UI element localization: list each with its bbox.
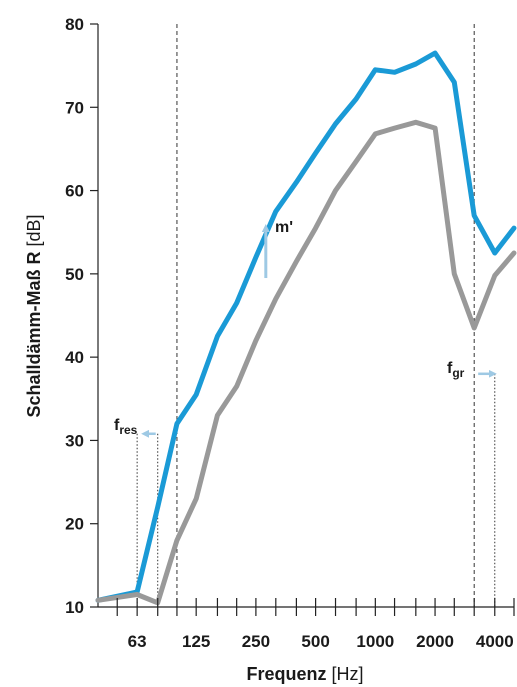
x-tick-label-63: 63: [128, 632, 147, 651]
y-tick-label-50: 50: [65, 265, 84, 284]
x-tick-label-500: 500: [301, 632, 329, 651]
y-tick-label-30: 30: [65, 431, 84, 450]
y-tick-label-20: 20: [65, 515, 84, 534]
x-axis-ticks: 63 125 250 500 1000 2000 4000: [116, 598, 515, 651]
x-axis-title: Frequenz [Hz]: [246, 664, 363, 684]
series-line-0: [95, 50, 517, 603]
series-line-1: [95, 119, 517, 606]
x-tick-label-4000: 4000: [476, 632, 514, 651]
annotation-mprime: m': [275, 219, 293, 236]
y-axis-title: Schalldämm-Maß R [dB]: [24, 214, 44, 417]
annotation-fgr: fgr: [447, 360, 465, 380]
y-tick-label-70: 70: [65, 98, 84, 117]
y-tick-label-60: 60: [65, 182, 84, 201]
annotations: [141, 224, 497, 438]
y-tick-label-10: 10: [65, 598, 84, 617]
y-axis-ticks: 10 20 30 40 50 60 70 80: [65, 15, 98, 617]
x-tick-label-2000: 2000: [416, 632, 454, 651]
plot-frame: [97, 24, 514, 608]
x-tick-label-250: 250: [242, 632, 270, 651]
x-tick-label-1000: 1000: [356, 632, 394, 651]
x-tick-label-125: 125: [182, 632, 210, 651]
annotation-fres: fres: [114, 417, 138, 437]
vertical-reference-lines: [136, 24, 496, 607]
y-tick-label-40: 40: [65, 348, 84, 367]
series-lines: [95, 50, 517, 606]
y-tick-label-80: 80: [65, 15, 84, 34]
